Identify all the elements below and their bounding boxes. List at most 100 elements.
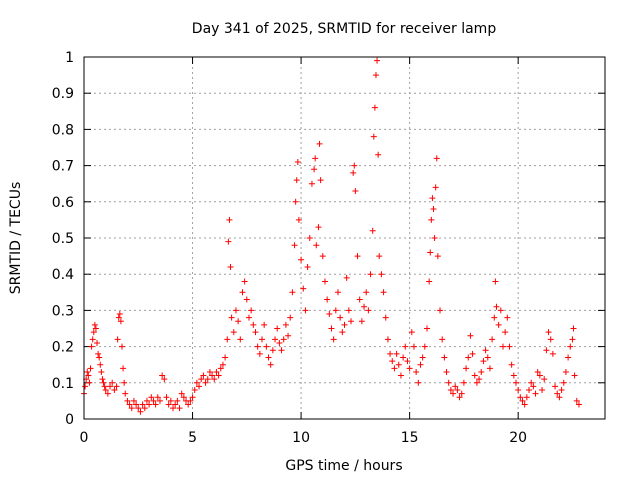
data-point: [219, 361, 226, 368]
data-point: [393, 350, 400, 357]
data-point: [211, 376, 218, 383]
data-point: [341, 321, 348, 328]
data-point: [445, 379, 452, 386]
data-point: [504, 314, 511, 321]
y-tick-label: 0.2: [52, 340, 74, 356]
data-point: [135, 405, 142, 412]
data-point: [298, 256, 305, 263]
data-point: [441, 354, 448, 361]
data-point: [222, 354, 229, 361]
data-point: [337, 314, 344, 321]
data-point: [91, 321, 98, 328]
data-point: [100, 379, 107, 386]
data-series: [81, 57, 582, 415]
data-point: [410, 343, 417, 350]
data-point: [497, 307, 504, 314]
data-point: [95, 350, 102, 357]
data-point: [423, 325, 430, 332]
x-axis-label: GPS time / hours: [285, 458, 402, 474]
y-tick-label: 1: [65, 50, 74, 66]
data-point: [180, 394, 187, 401]
y-tick-label: 0.9: [52, 86, 74, 102]
data-point: [269, 347, 276, 354]
data-point: [352, 187, 359, 194]
data-point: [237, 336, 244, 343]
data-point: [400, 354, 407, 361]
data-point: [280, 336, 287, 343]
data-point: [187, 397, 194, 404]
data-point: [172, 401, 179, 408]
x-tick-label: 20: [509, 430, 527, 446]
data-point: [339, 329, 346, 336]
data-point: [402, 343, 409, 350]
data-point: [176, 405, 183, 412]
data-point: [146, 401, 153, 408]
data-point: [330, 336, 337, 343]
data-point: [554, 390, 561, 397]
data-point: [343, 274, 350, 281]
data-point: [432, 184, 439, 191]
data-point: [512, 379, 519, 386]
data-point: [189, 394, 196, 401]
data-point: [209, 372, 216, 379]
data-point: [225, 238, 232, 245]
data-point: [387, 350, 394, 357]
data-point: [404, 358, 411, 365]
data-point: [493, 303, 500, 310]
y-tick-label: 0.7: [52, 159, 74, 175]
data-point: [395, 361, 402, 368]
data-point: [433, 155, 440, 162]
data-point: [278, 347, 285, 354]
data-point: [437, 307, 444, 314]
data-point: [534, 368, 541, 375]
data-point: [519, 397, 526, 404]
data-point: [345, 307, 352, 314]
data-point: [261, 321, 268, 328]
data-point: [382, 314, 389, 321]
data-point: [562, 368, 569, 375]
data-point: [97, 361, 104, 368]
data-point: [124, 397, 131, 404]
data-point: [248, 307, 255, 314]
y-tick-label: 0.8: [52, 122, 74, 138]
data-point: [167, 397, 174, 404]
data-point: [285, 332, 292, 339]
data-point: [426, 278, 433, 285]
data-point: [116, 311, 123, 318]
plot-frame: [83, 56, 606, 420]
data-point: [552, 383, 559, 390]
data-point: [88, 343, 95, 350]
data-point: [463, 365, 470, 372]
data-point: [196, 383, 203, 390]
data-point: [295, 216, 302, 223]
data-point: [113, 383, 120, 390]
data-point: [492, 278, 499, 285]
data-point: [287, 314, 294, 321]
data-point: [521, 401, 528, 408]
data-point: [161, 376, 168, 383]
data-point: [443, 368, 450, 375]
data-point: [326, 311, 333, 318]
data-point: [159, 372, 166, 379]
data-point: [265, 354, 272, 361]
data-point: [107, 383, 114, 390]
data-point: [85, 372, 92, 379]
data-point: [560, 379, 567, 386]
data-point: [114, 336, 121, 343]
data-point: [300, 285, 307, 292]
data-point: [156, 397, 163, 404]
data-point: [508, 361, 515, 368]
data-point: [570, 325, 577, 332]
data-point: [354, 253, 361, 260]
data-point: [365, 307, 372, 314]
data-point: [117, 318, 124, 325]
data-point: [215, 372, 222, 379]
data-point: [198, 376, 205, 383]
data-point: [547, 336, 554, 343]
data-point: [460, 379, 467, 386]
data-point: [369, 227, 376, 234]
data-point: [163, 394, 170, 401]
data-point: [185, 401, 192, 408]
data-point: [541, 376, 548, 383]
data-point: [243, 296, 250, 303]
